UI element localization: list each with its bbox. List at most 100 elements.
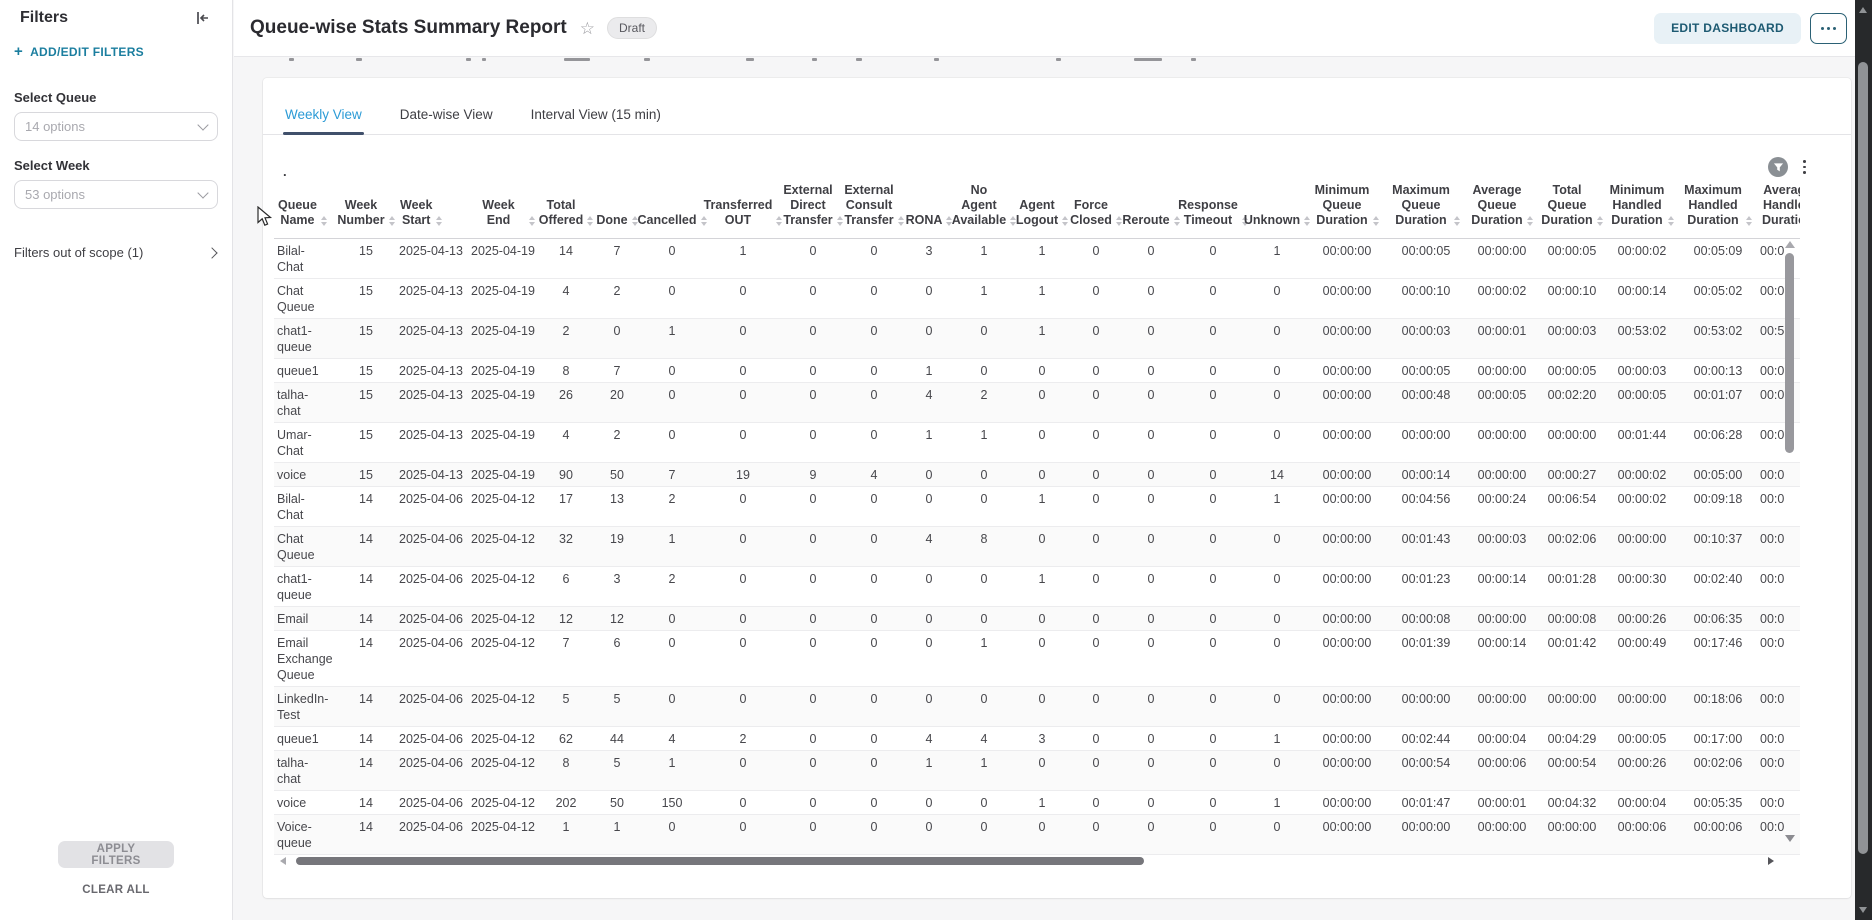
column-header[interactable]: Total Offered bbox=[538, 183, 594, 239]
sort-icon[interactable] bbox=[1241, 216, 1248, 226]
table-row[interactable]: queue1 14 2025-04-06 2025-04-12 62 44 4 2 0 0 4 4 3 0… bbox=[274, 726, 1800, 751]
sort-icon[interactable] bbox=[1596, 216, 1603, 226]
sort-icon[interactable] bbox=[529, 216, 535, 226]
table-cell: 0 bbox=[1180, 358, 1246, 383]
table-cell: 0 bbox=[1014, 686, 1070, 727]
sort-icon[interactable] bbox=[320, 216, 327, 226]
column-header[interactable]: Maximum Queue Duration bbox=[1386, 183, 1466, 239]
table-row[interactable]: queue1 15 2025-04-13 2025-04-19 8 7 0 0 0 0 1 0 0 0 0 0… bbox=[274, 358, 1800, 383]
edit-dashboard-button[interactable]: EDIT DASHBOARD bbox=[1654, 12, 1801, 44]
sort-icon[interactable] bbox=[631, 216, 638, 226]
table-row[interactable]: Email Exchange Queue 14 2025-04-06 2025-04-… bbox=[274, 630, 1800, 687]
column-header[interactable]: Queue Name bbox=[274, 183, 336, 239]
sort-icon[interactable] bbox=[836, 216, 843, 226]
column-header[interactable]: Transferred OUT bbox=[704, 183, 783, 239]
table-row[interactable]: Umar- Chat 15 2025-04-13 2025-04-19 4 2 0 0 0 0 1 1… bbox=[274, 422, 1800, 463]
filters-out-of-scope-row[interactable]: Filters out of scope (1) bbox=[14, 245, 220, 260]
add-edit-filters-button[interactable]: + ADD/EDIT FILTERS bbox=[14, 44, 144, 59]
table-cell: 0 bbox=[954, 566, 1014, 607]
table-cell: 00:10:37 bbox=[1678, 526, 1758, 567]
column-header[interactable]: External Direct Transfer bbox=[782, 183, 844, 239]
column-header[interactable]: Week End bbox=[468, 183, 538, 239]
column-header[interactable]: Total Queue Duration bbox=[1538, 183, 1606, 239]
table-row[interactable]: Voice- queue 14 2025-04-06 2025-04-12 1 1 0 0 0 0… bbox=[274, 814, 1800, 855]
sort-icon[interactable] bbox=[436, 216, 443, 226]
sort-icon[interactable] bbox=[897, 216, 904, 226]
column-header[interactable]: Minimum Handled Duration bbox=[1606, 183, 1678, 239]
sort-icon[interactable] bbox=[1173, 216, 1180, 226]
table-row[interactable]: voice 15 2025-04-13 2025-04-19 90 50 7 19 9 4 0 0 0 0… bbox=[274, 462, 1800, 487]
sort-icon[interactable] bbox=[1115, 216, 1122, 226]
select-queue-dropdown[interactable]: 14 options bbox=[14, 112, 218, 141]
column-header[interactable]: Cancelled bbox=[637, 183, 707, 239]
sort-icon[interactable] bbox=[700, 216, 707, 226]
column-header[interactable]: Maximum Handled Duration bbox=[1678, 183, 1758, 239]
column-header[interactable]: External Consult Transfer bbox=[844, 183, 904, 239]
collapse-sidebar-icon[interactable] bbox=[192, 8, 214, 30]
table-row[interactable]: Email 14 2025-04-06 2025-04-12 12 12 0 0 0 0 0 0 0 0 0… bbox=[274, 606, 1800, 631]
table-cell: 00:00:10 bbox=[1538, 278, 1606, 319]
tab-weekly-view[interactable]: Weekly View bbox=[283, 107, 364, 135]
tab-date-wise-view[interactable]: Date-wise View bbox=[399, 107, 493, 122]
column-header[interactable]: No Agent Available bbox=[952, 183, 1017, 239]
table-cell: 0 bbox=[782, 318, 844, 359]
table-cell: 00:00:05 bbox=[1606, 726, 1678, 751]
table-cell: 0 bbox=[640, 630, 704, 687]
horizontal-scroll-thumb[interactable] bbox=[296, 857, 1144, 865]
column-header[interactable]: Done bbox=[594, 183, 640, 239]
table-row[interactable]: talha- chat 15 2025-04-13 2025-04-19 26 20 0 0 0… bbox=[274, 382, 1800, 423]
column-header[interactable]: Average Handled Duration bbox=[1758, 183, 1800, 239]
column-header[interactable]: RONA bbox=[904, 183, 954, 239]
table-cell: 2025-04-12 bbox=[468, 790, 538, 815]
table-cell: 150 bbox=[640, 790, 704, 815]
widget-kebab-menu-icon[interactable] bbox=[1798, 157, 1811, 176]
column-header[interactable]: Week Number bbox=[336, 183, 396, 239]
table-row[interactable]: Chat Queue 15 2025-04-13 2025-04-19 4 2 0 0 0 0 0 1… bbox=[274, 278, 1800, 319]
sort-icon[interactable] bbox=[946, 216, 953, 226]
column-header[interactable]: Reroute bbox=[1122, 183, 1180, 239]
sort-icon[interactable] bbox=[388, 216, 395, 226]
sort-icon[interactable] bbox=[587, 216, 594, 226]
table-row[interactable]: LinkedIn- Test 14 2025-04-06 2025-04-12 5 5 0 0… bbox=[274, 686, 1800, 727]
table-row[interactable]: chat1- queue 14 2025-04-06 2025-04-12 6 3 2 0 0 0… bbox=[274, 566, 1800, 607]
column-header[interactable]: Week Start bbox=[396, 183, 468, 239]
sort-icon[interactable] bbox=[1453, 216, 1460, 226]
table-horizontal-scrollbar[interactable] bbox=[274, 855, 1800, 867]
sort-icon[interactable] bbox=[1745, 216, 1752, 226]
table-cell: 0 bbox=[1070, 790, 1122, 815]
page-scrollbar[interactable] bbox=[1855, 0, 1872, 920]
sort-icon[interactable] bbox=[1010, 216, 1017, 226]
clear-all-button[interactable]: CLEAR ALL bbox=[82, 884, 150, 896]
scroll-left-arrow-icon[interactable] bbox=[280, 857, 286, 865]
table-row[interactable]: chat1- queue 15 2025-04-13 2025-04-19 2 0 1 0 0 0… bbox=[274, 318, 1800, 359]
column-header[interactable]: Agent Logout bbox=[1014, 183, 1070, 239]
star-favorite-icon[interactable]: ☆ bbox=[579, 19, 596, 38]
column-header[interactable]: Unknown bbox=[1244, 183, 1311, 239]
page-scroll-thumb[interactable] bbox=[1858, 62, 1868, 854]
column-header[interactable]: Force Closed bbox=[1070, 183, 1122, 239]
page-scroll-up-icon[interactable] bbox=[1859, 7, 1867, 13]
sort-icon[interactable] bbox=[1304, 216, 1311, 226]
table-filter-icon[interactable] bbox=[1768, 157, 1789, 177]
table-cell: 00:00:00 bbox=[1466, 606, 1538, 631]
sort-icon[interactable] bbox=[1373, 216, 1380, 226]
apply-filters-button[interactable]: APPLY FILTERS bbox=[58, 841, 174, 868]
page-scroll-down-icon[interactable] bbox=[1859, 907, 1867, 913]
sort-icon[interactable] bbox=[1526, 216, 1533, 226]
sort-icon[interactable] bbox=[1062, 216, 1069, 226]
tab-interval-view[interactable]: Interval View (15 min) bbox=[530, 107, 661, 122]
table-row[interactable]: Bilal- Chat 14 2025-04-06 2025-04-12 17 13 2 0 0… bbox=[274, 486, 1800, 527]
table-row[interactable]: talha- chat 14 2025-04-06 2025-04-12 8 5 1 0 0 0 1… bbox=[274, 750, 1800, 791]
table-row[interactable]: Bilal- Chat 15 2025-04-13 2025-04-19 14 7 0 1 0 0… bbox=[274, 238, 1800, 279]
column-header[interactable]: Minimum Queue Duration bbox=[1308, 183, 1386, 239]
column-header[interactable]: Average Queue Duration bbox=[1466, 183, 1538, 239]
more-options-button[interactable] bbox=[1810, 12, 1847, 44]
scroll-right-arrow-icon[interactable] bbox=[1768, 857, 1774, 865]
sort-icon[interactable] bbox=[1668, 216, 1675, 226]
table-row[interactable]: voice 14 2025-04-06 2025-04-12 202 50 150 0 0 0 0 0… bbox=[274, 790, 1800, 815]
table-cell: 00:53:02 bbox=[1606, 318, 1678, 359]
table-row[interactable]: Chat Queue 14 2025-04-06 2025-04-12 32 19 1 0 0 0… bbox=[274, 526, 1800, 567]
column-header[interactable]: Response Timeout bbox=[1178, 183, 1248, 239]
select-week-dropdown[interactable]: 53 options bbox=[14, 180, 218, 209]
sort-icon[interactable] bbox=[776, 216, 783, 226]
